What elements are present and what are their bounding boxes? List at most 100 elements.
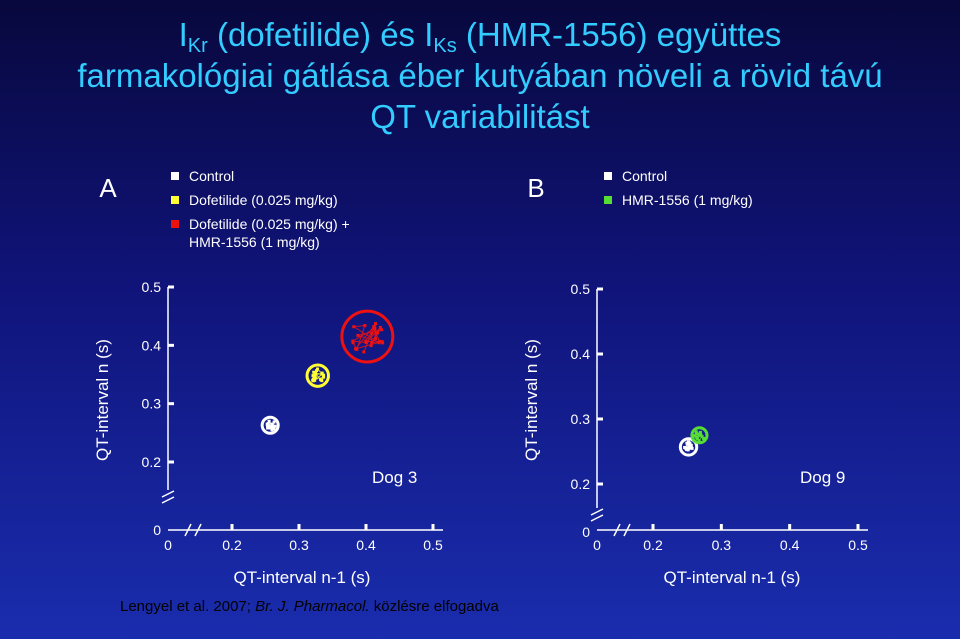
data-point-combo	[370, 341, 374, 345]
x-tick-label: 0	[164, 537, 172, 553]
y-tick-label: 0	[582, 524, 590, 540]
x-axis-break	[613, 523, 621, 537]
x-tick-label: 0.5	[848, 537, 868, 553]
page-title: IKr (dofetilide) és IKs (HMR-1556) együt…	[0, 14, 960, 137]
legend-swatch	[171, 220, 179, 228]
y-axis-break	[590, 514, 604, 522]
data-point-combo	[351, 341, 355, 345]
x-tick-label: 0.4	[356, 537, 376, 553]
data-point-control	[272, 420, 276, 424]
x-tick-label: 0.5	[423, 537, 443, 553]
x-axis-break	[184, 523, 192, 537]
data-point-dofetilide	[322, 375, 326, 379]
data-point-combo	[373, 327, 377, 330]
legend-swatch	[171, 196, 179, 204]
data-point-control	[687, 441, 690, 445]
data-point-combo	[369, 344, 373, 348]
data-point-hmr	[702, 437, 706, 440]
data-point-combo	[351, 339, 355, 343]
legend-label: Control	[622, 168, 667, 184]
panel-label: A	[99, 173, 117, 203]
y-tick-label: 0.4	[142, 337, 162, 353]
data-point-combo	[356, 333, 360, 337]
x-tick-label: 0	[593, 537, 601, 553]
data-point-dofetilide	[320, 379, 324, 383]
data-point-dofetilide	[311, 374, 315, 378]
data-point-combo	[378, 325, 382, 329]
title-line-2: farmakológiai gátlása éber kutyában növe…	[77, 57, 883, 94]
y-axis-label: QT-interval n (s)	[522, 339, 541, 461]
x-axis-break	[623, 523, 631, 537]
panel-label: B	[527, 173, 544, 203]
x-axis-label: QT-interval n-1 (s)	[664, 568, 801, 587]
cluster-circle-combo	[340, 309, 395, 364]
data-point-dofetilide	[313, 376, 317, 380]
data-point-hmr	[696, 437, 699, 441]
x-tick-label: 0.3	[289, 537, 309, 553]
cluster-circle-control	[678, 437, 699, 457]
data-point-combo	[363, 324, 367, 327]
data-point-control	[686, 448, 690, 452]
x-tick-label: 0.4	[780, 537, 800, 553]
citation: Lengyel et al. 2007; Br. J. Pharmacol. k…	[120, 598, 499, 615]
title-line-3: QT variabilitást	[370, 98, 590, 135]
data-point-hmr	[698, 430, 702, 434]
x-tick-label: 0.3	[712, 537, 732, 553]
data-point-control	[267, 426, 271, 430]
y-axis-break	[161, 490, 175, 498]
data-point-control	[266, 424, 270, 428]
data-point-hmr	[698, 433, 702, 437]
y-tick-label: 0.3	[142, 396, 162, 412]
cluster-circle-dofetilide	[305, 363, 330, 388]
data-point-combo	[372, 325, 376, 328]
x-tick-label: 0.2	[643, 537, 663, 553]
legend-label: Dofetilide (0.025 mg/kg)	[189, 192, 338, 208]
data-point-control	[265, 422, 269, 426]
data-point-combo	[362, 350, 366, 354]
data-point-combo	[376, 331, 380, 335]
data-point-control	[270, 424, 274, 428]
data-point-combo	[374, 336, 377, 340]
data-point-hmr	[695, 431, 699, 435]
legend-label: Dofetilide (0.025 mg/kg) +	[189, 216, 350, 232]
series-trace-combo	[351, 323, 383, 353]
data-point-control	[684, 446, 688, 450]
x-axis-label: QT-interval n-1 (s)	[234, 568, 371, 587]
data-point-hmr	[697, 432, 701, 436]
data-point-combo	[352, 325, 356, 329]
y-tick-label: 0.3	[571, 411, 591, 427]
data-point-dofetilide	[316, 367, 319, 371]
y-axis-label: QT-interval n (s)	[93, 339, 112, 461]
data-point-dofetilide	[322, 373, 326, 377]
y-tick-label: 0.5	[142, 279, 162, 295]
y-axis-break	[161, 496, 175, 504]
y-tick-label: 0.2	[142, 454, 162, 470]
data-point-combo	[364, 341, 368, 344]
data-point-control	[687, 446, 691, 450]
data-point-combo	[374, 322, 377, 326]
data-point-control	[687, 445, 691, 449]
data-point-control	[270, 428, 274, 432]
data-point-dofetilide	[314, 372, 317, 376]
data-point-dofetilide	[315, 369, 319, 373]
data-point-dofetilide	[311, 378, 315, 382]
data-point-control	[270, 422, 274, 426]
data-point-control	[688, 443, 692, 447]
legend-swatch	[604, 196, 612, 204]
y-tick-label: 0.5	[571, 281, 591, 297]
data-point-dofetilide	[313, 374, 317, 378]
legend-label: Control	[189, 168, 234, 184]
title-line-1: IKr (dofetilide) és IKs (HMR-1556) együt…	[178, 16, 782, 57]
x-axis-break	[194, 523, 202, 537]
data-point-combo	[380, 340, 384, 344]
legend-swatch	[171, 172, 179, 180]
data-point-hmr	[694, 430, 698, 434]
data-point-hmr	[697, 439, 701, 442]
data-point-combo	[355, 348, 359, 351]
y-tick-label: 0.2	[571, 476, 591, 492]
dog-annotation: Dog 9	[800, 468, 845, 487]
data-point-combo	[370, 331, 374, 335]
y-tick-label: 0	[153, 522, 161, 538]
data-point-control	[685, 441, 689, 445]
